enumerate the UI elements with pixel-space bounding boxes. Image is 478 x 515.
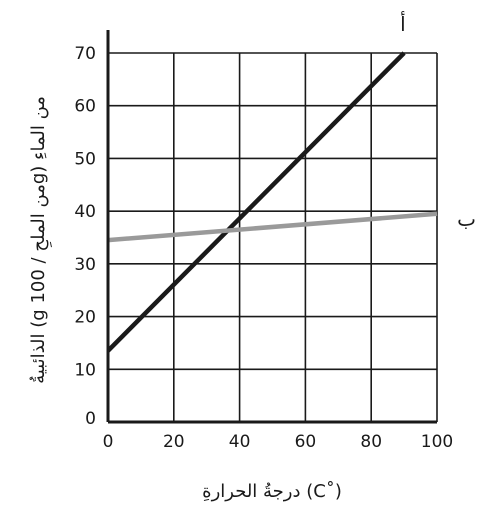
y-tick-label-40: 40 bbox=[74, 202, 96, 222]
series-label-1: أ bbox=[400, 11, 406, 36]
y-tick-label-0: 0 bbox=[85, 409, 96, 429]
y-tick-label-20: 20 bbox=[74, 308, 96, 328]
x-tick-label-100: 100 bbox=[421, 432, 453, 452]
x-tick-label-20: 20 bbox=[163, 432, 185, 452]
series-line-2 bbox=[107, 211, 438, 243]
y-tick-label-10: 10 bbox=[74, 360, 96, 380]
series-labels: أب bbox=[400, 11, 476, 231]
x-tick-label-40: 40 bbox=[229, 432, 251, 452]
y-tick-label-50: 50 bbox=[74, 149, 96, 169]
grid-lines bbox=[108, 52, 438, 422]
x-axis-title: درجةُ الحرارةِ (C˚) bbox=[202, 481, 342, 502]
series-lines bbox=[106, 51, 438, 353]
x-tick-label-60: 60 bbox=[295, 432, 317, 452]
y-tick-label-30: 30 bbox=[74, 255, 96, 275]
y-axis-title: الذائبيةُ (g من الملحِ / 100g) من الماءِ bbox=[28, 96, 52, 384]
axes bbox=[106, 30, 437, 424]
x-tick-label-0: 0 bbox=[103, 432, 114, 452]
series-line-1 bbox=[106, 51, 406, 353]
y-tick-label-70: 70 bbox=[74, 44, 96, 64]
series-label-2: ب bbox=[457, 207, 476, 231]
tick-labels: 0 20 40 60 80 100 0 10 20 30 40 50 60 70 bbox=[74, 44, 453, 452]
x-tick-label-80: 80 bbox=[360, 432, 382, 452]
y-tick-label-60: 60 bbox=[74, 97, 96, 117]
